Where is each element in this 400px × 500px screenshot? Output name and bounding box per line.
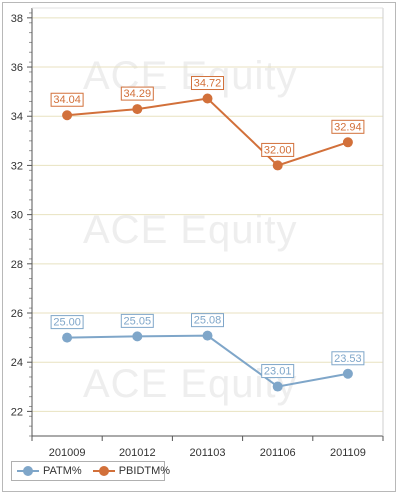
data-point xyxy=(62,332,73,343)
data-label: 32.94 xyxy=(334,121,362,133)
data-point xyxy=(132,104,143,115)
y-tick-label: 32 xyxy=(11,160,23,172)
legend-swatch xyxy=(92,466,115,476)
y-tick-label: 30 xyxy=(11,210,23,222)
data-label: 34.29 xyxy=(124,88,152,100)
legend-label: PATM% xyxy=(43,465,82,477)
data-label: 32.00 xyxy=(264,144,292,156)
data-label: 25.08 xyxy=(194,315,222,327)
x-tick-label: 201106 xyxy=(260,447,296,459)
data-label-box xyxy=(120,313,154,328)
legend-item-PATM%: PATM% xyxy=(17,465,82,477)
data-label: 34.72 xyxy=(194,78,222,90)
data-point xyxy=(342,137,353,148)
data-label: 25.05 xyxy=(124,315,152,327)
data-label: 25.00 xyxy=(53,317,81,329)
y-tick-label: 34 xyxy=(11,111,23,123)
data-label-box xyxy=(331,351,365,366)
data-label-box xyxy=(261,364,295,379)
data-point xyxy=(342,368,353,379)
data-label-box xyxy=(120,86,154,101)
legend-label: PBIDTM% xyxy=(118,465,171,477)
x-tick-label: 201009 xyxy=(49,447,86,459)
legend-swatch-dot xyxy=(98,466,109,476)
data-point xyxy=(202,330,213,341)
x-tick-label: 201109 xyxy=(330,447,366,459)
data-label-box xyxy=(50,315,84,330)
data-point xyxy=(62,110,73,121)
y-tick-label: 28 xyxy=(11,259,23,271)
data-label: 23.53 xyxy=(334,353,362,365)
data-label: 23.01 xyxy=(264,366,292,378)
data-label-box xyxy=(261,142,295,157)
data-label-box xyxy=(331,119,365,134)
legend-item-PBIDTM%: PBIDTM% xyxy=(92,465,171,477)
y-tick-label: 38 xyxy=(11,13,23,25)
series-line-PATM% xyxy=(67,334,349,388)
data-point xyxy=(272,160,283,171)
data-label-box xyxy=(191,313,224,328)
x-tick-label: 201012 xyxy=(119,447,156,459)
y-tick-label: 22 xyxy=(11,406,23,418)
y-tick-label: 24 xyxy=(11,357,23,369)
series-line-PBIDTM% xyxy=(67,97,349,167)
y-tick-label: 36 xyxy=(11,62,23,74)
data-label: 34.04 xyxy=(53,94,81,106)
data-point xyxy=(132,331,143,342)
x-tick-label: 201103 xyxy=(190,447,226,459)
legend-swatch xyxy=(17,466,39,476)
data-point xyxy=(272,381,283,392)
y-tick-label: 26 xyxy=(11,308,23,320)
legend-swatch-dot xyxy=(23,466,33,476)
data-point xyxy=(202,93,213,104)
data-label-box xyxy=(50,92,84,107)
data-label-box xyxy=(191,76,224,91)
chart-legend: PATM% PBIDTM% xyxy=(11,461,170,481)
